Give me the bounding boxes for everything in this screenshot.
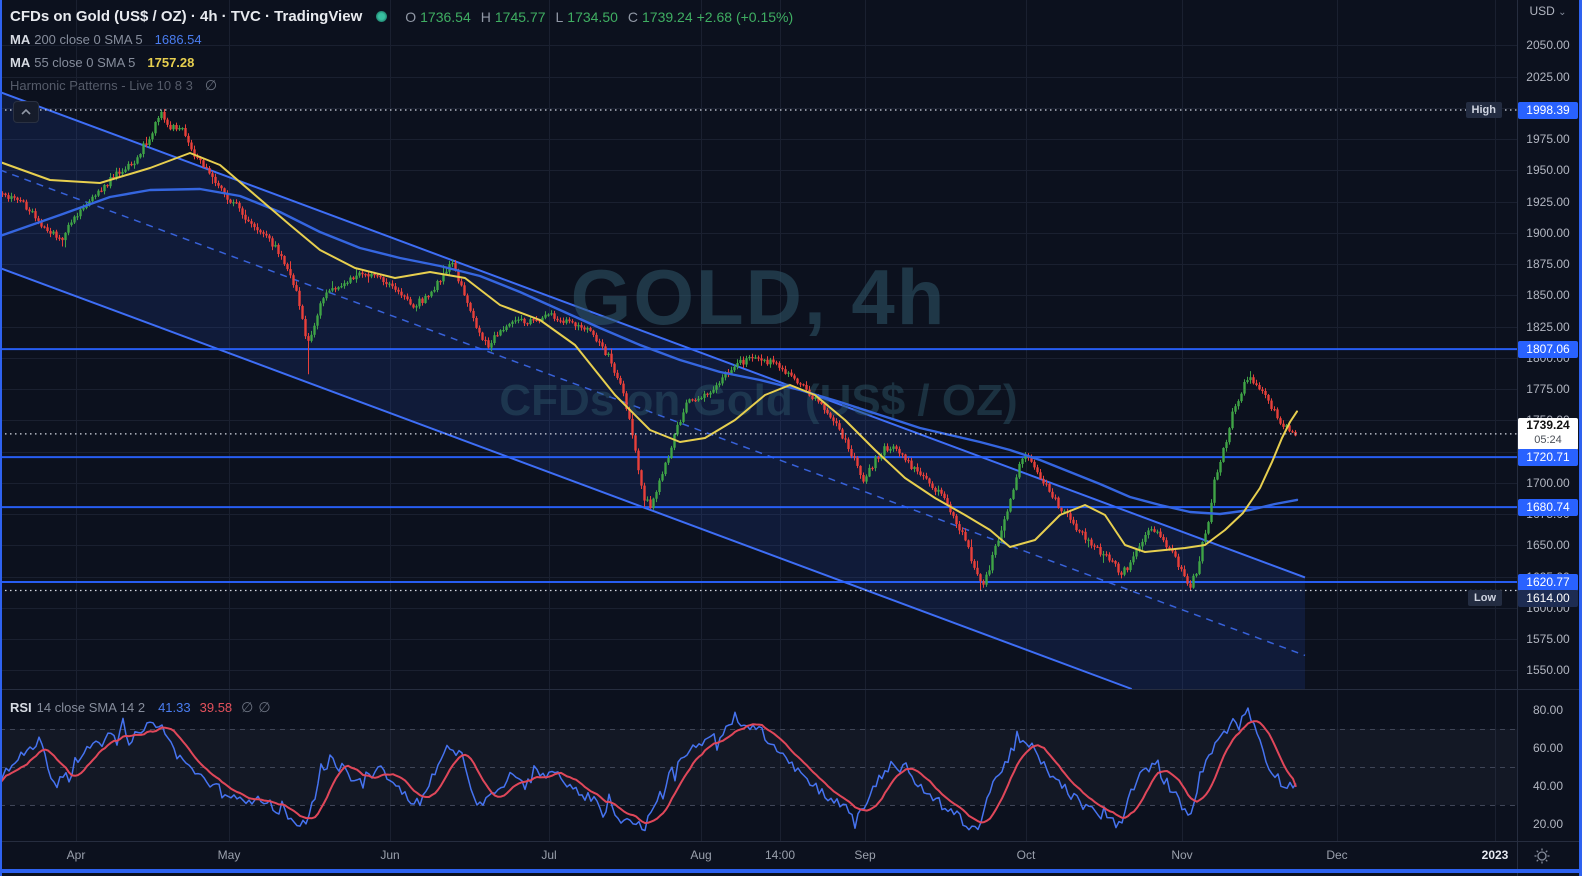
rsi-tick: 60.00 [1532, 741, 1564, 755]
price-axis[interactable]: USD ⌄ 2050.002025.002000.001975.001950.0… [1518, 0, 1578, 876]
rsi-params: 14 close SMA 14 2 [36, 700, 146, 715]
price-tick: 1650.00 [1526, 538, 1570, 553]
rsi-circle-icon-1[interactable]: ∅ [241, 699, 254, 715]
time-tick-Nov: Nov [1171, 848, 1193, 862]
ma55-line [0, 152, 1298, 553]
price-tick: 1775.00 [1526, 382, 1570, 397]
chart-legend: CFDs on Gold (US$ / OZ) · 4h · TVC · Tra… [10, 5, 793, 97]
price-label-1680.74[interactable]: 1680.74 [1518, 498, 1578, 516]
time-tick-Jun: Jun [380, 848, 400, 862]
price-label-1807.06[interactable]: 1807.06 [1518, 340, 1578, 358]
bar-countdown: 05:24 [1534, 433, 1562, 446]
last-price-value: 1739.24 [1526, 417, 1570, 432]
time-tick-Jul: Jul [541, 848, 557, 862]
rsi-tick: 80.00 [1532, 703, 1564, 717]
high-tag: High [1465, 102, 1502, 118]
ma55-params: 55 close 0 SMA 5 [34, 55, 136, 70]
currency-selector[interactable]: USD ⌄ [1518, 4, 1578, 18]
price-axis-separator [1517, 0, 1518, 876]
harmonic-indicator-row[interactable]: Harmonic Patterns - Live 10 8 3 ∅ [10, 74, 793, 97]
rsi-value: 41.33 [158, 700, 191, 715]
open-label: O [405, 8, 417, 25]
price-label-1614.00[interactable]: 1614.00 [1518, 589, 1578, 607]
ma200-line [0, 187, 1299, 516]
chevron-down-icon: ⌄ [1558, 7, 1567, 18]
change-value: +2.68 (+0.15%) [696, 8, 794, 25]
time-axis-separator [0, 841, 1582, 842]
price-label-1739.24[interactable]: 1739.24 05:24 [1518, 417, 1578, 450]
market-status-icon [376, 11, 388, 22]
high-value: 1745.77 [494, 8, 546, 25]
ma200-name: MA [10, 32, 31, 47]
harmonic-label: Harmonic Patterns - Live 10 8 3 [10, 78, 193, 93]
high-label: H [480, 8, 491, 25]
symbol-title: CFDs on Gold (US$ / OZ) · 4h · TVC · Tra… [10, 8, 363, 25]
ma200-value: 1686.54 [154, 32, 202, 47]
price-tick: 1975.00 [1526, 132, 1570, 147]
axis-settings-icon[interactable] [1532, 846, 1552, 866]
rsi-circle-icon-2[interactable]: ∅ [258, 699, 271, 715]
low-label: L [555, 8, 564, 25]
price-tick: 1950.00 [1526, 163, 1570, 178]
frame-right [1579, 0, 1582, 876]
ma55-name: MA [10, 55, 31, 70]
ma200-indicator-row[interactable]: MA 200 close 0 SMA 5 1686.54 [10, 28, 793, 51]
pane-separator[interactable] [0, 689, 1582, 690]
rsi-tick: 40.00 [1532, 779, 1564, 793]
price-tick: 2025.00 [1526, 69, 1570, 84]
open-value: 1736.54 [420, 8, 471, 25]
time-tick-Aug: Aug [690, 848, 712, 862]
price-tick: 1850.00 [1526, 288, 1570, 303]
currency-label: USD [1529, 4, 1555, 18]
chevron-up-icon [21, 109, 31, 115]
price-label-1620.77[interactable]: 1620.77 [1518, 573, 1578, 591]
low-value: 1734.50 [567, 8, 618, 25]
time-tick-Sep: Sep [854, 848, 876, 862]
price-tick: 1900.00 [1526, 225, 1570, 240]
price-tick: 1925.00 [1526, 194, 1570, 209]
ma200-params: 200 close 0 SMA 5 [34, 32, 143, 47]
time-axis[interactable]: Apr May Jun Jul Aug 14:00 Sep Oct Nov Dec 2023 [0, 842, 1517, 872]
rsi-signal-line [0, 720, 1297, 824]
frame-left [0, 0, 2, 876]
symbol-row[interactable]: CFDs on Gold (US$ / OZ) · 4h · TVC · Tra… [10, 5, 793, 28]
collapse-panel-button[interactable] [13, 101, 39, 123]
close-label: C [627, 8, 639, 25]
time-tick-Apr: Apr [66, 848, 86, 862]
time-tick-May: May [217, 848, 241, 862]
close-value: 1739.24 [642, 8, 693, 25]
time-tick-Oct: Oct [1016, 848, 1036, 862]
rsi-line [0, 707, 1297, 832]
eye-hidden-icon[interactable]: ∅ [204, 77, 218, 93]
price-tick: 1700.00 [1526, 475, 1570, 490]
price-tick: 1875.00 [1526, 257, 1570, 272]
price-label-1998.39[interactable]: 1998.39 [1518, 101, 1578, 119]
rsi-name: RSI [10, 700, 32, 715]
ma55-value: 1757.28 [147, 55, 195, 70]
price-tick: 1575.00 [1526, 632, 1570, 647]
frame-bottom [0, 869, 1582, 873]
time-tick-Dec: Dec [1326, 848, 1348, 862]
price-tick: 1825.00 [1526, 319, 1570, 334]
rsi-tick: 20.00 [1532, 817, 1564, 831]
rsi-signal-value: 39.58 [199, 700, 233, 715]
time-tick-2023: 2023 [1481, 848, 1509, 862]
time-tick-14:00: 14:00 [764, 848, 796, 862]
price-tick: 2050.00 [1526, 38, 1570, 53]
low-tag: Low [1468, 590, 1502, 607]
ma55-indicator-row[interactable]: MA 55 close 0 SMA 5 1757.28 [10, 51, 793, 74]
price-tick: 1550.00 [1526, 663, 1570, 678]
rsi-indicator-row[interactable]: RSI 14 close SMA 14 2 41.33 39.58 ∅ ∅ [10, 699, 271, 716]
price-label-1720.71[interactable]: 1720.71 [1518, 448, 1578, 466]
